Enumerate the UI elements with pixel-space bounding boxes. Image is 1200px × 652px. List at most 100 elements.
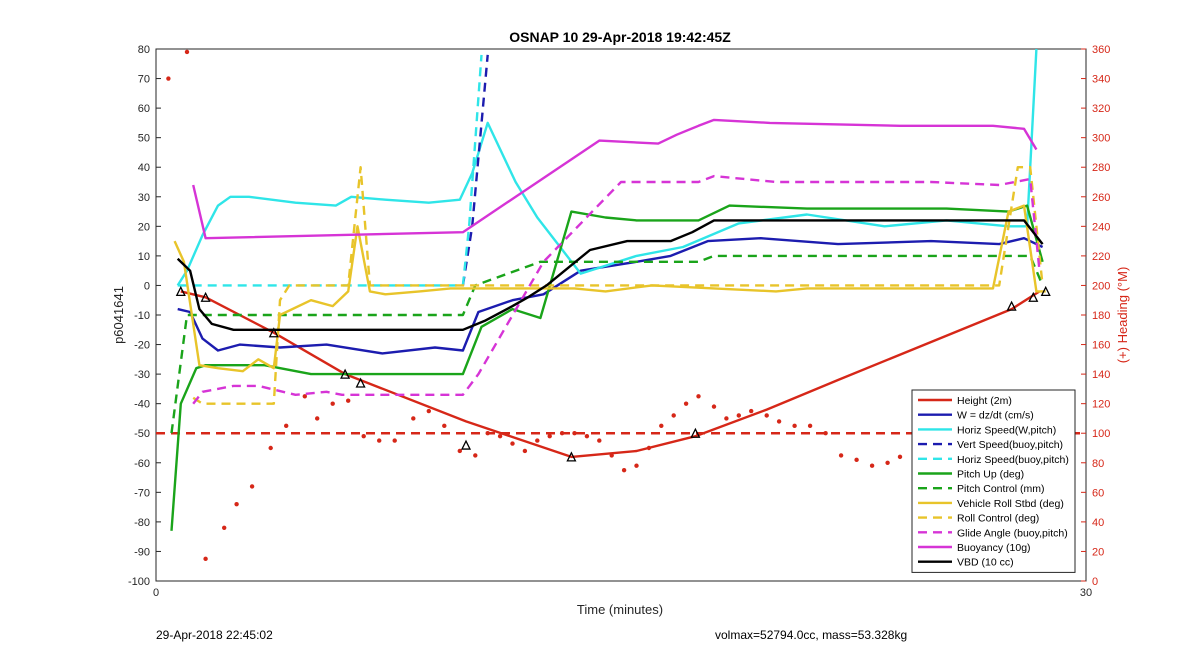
y2-tick-label: 80	[1092, 458, 1104, 470]
y-tick-label: 0	[144, 280, 150, 292]
y2-tick-label: 360	[1092, 44, 1110, 56]
series-group	[156, 49, 1086, 562]
y2-tick-label: 340	[1092, 74, 1110, 86]
heading-point	[584, 433, 590, 439]
heading-point	[559, 431, 565, 436]
y-tick-label: -90	[134, 546, 150, 558]
y-tick-label: -40	[134, 399, 150, 411]
height-marker	[460, 439, 472, 450]
y-tick-label: -60	[134, 458, 150, 470]
y-tick-label: 30	[138, 192, 150, 204]
legend-entry: Buoyancy (10g)	[957, 542, 1031, 554]
heading-point	[897, 454, 903, 460]
heading-point	[776, 419, 782, 424]
y-tick-label: 70	[138, 74, 150, 86]
y-tick-label: -80	[134, 517, 150, 529]
y2-tick-label: 60	[1092, 487, 1104, 499]
y2-tick-label: 120	[1092, 399, 1110, 411]
x-axis-label: Time (minutes)	[577, 602, 663, 617]
heading-point	[268, 445, 273, 451]
heading-point	[792, 423, 797, 429]
heading-point	[485, 431, 490, 436]
heading-point	[249, 484, 255, 489]
heading-point	[166, 76, 171, 81]
height-marker	[566, 451, 577, 462]
heading-point	[346, 398, 351, 403]
y-tick-label: -50	[134, 428, 150, 440]
heading-point	[764, 413, 769, 418]
heading-point	[807, 423, 813, 429]
plot-area: -100-90-80-70-60-50-40-30-20-10010203040…	[128, 44, 1110, 599]
legend-entry: W = dz/dt (cm/s)	[957, 410, 1034, 422]
series-line-glide-angle-buoy-pitch	[192, 174, 1041, 405]
y-axis-label: p6041641	[111, 286, 126, 344]
y2-tick-label: 20	[1092, 546, 1104, 558]
series-line-vehicle-roll-stbd-deg	[173, 204, 1046, 373]
height-marker	[1028, 291, 1039, 302]
series-line-vbd-10-cc	[176, 219, 1044, 331]
legend-box	[911, 389, 1076, 573]
y-tick-label: 50	[138, 133, 150, 145]
heading-point	[535, 438, 540, 443]
series-line-w-dz-dt-cm-s	[177, 236, 1044, 355]
heading-point	[361, 433, 366, 439]
y-tick-label: -30	[134, 369, 150, 381]
legend-entry: Vehicle Roll Stbd (deg)	[957, 498, 1064, 510]
y2-tick-label: 220	[1092, 251, 1110, 263]
y2-tick-label: 280	[1092, 162, 1110, 174]
height-marker	[355, 377, 366, 388]
legend-entry: Glide Angle (buoy,pitch)	[957, 527, 1068, 539]
heading-point	[315, 416, 320, 421]
y-tick-label: -20	[134, 340, 150, 352]
heading-point	[683, 401, 689, 406]
heading-point	[330, 401, 335, 406]
heading-point	[234, 501, 239, 507]
footer-timestamp: 29-Apr-2018 22:45:02	[156, 628, 273, 642]
heading-point	[284, 423, 289, 429]
y2-tick-label: 160	[1092, 340, 1110, 352]
heading-point	[696, 394, 701, 399]
heading-point	[736, 413, 741, 418]
y2-axis-label: (+) Heading (°M)	[1115, 267, 1130, 364]
heading-point	[473, 453, 478, 458]
heading-point	[671, 413, 676, 418]
y-tick-label: 10	[138, 251, 150, 263]
heading-point	[854, 457, 859, 463]
heading-point	[572, 431, 577, 436]
y-tick-label: 80	[138, 44, 150, 56]
y-tick-label: -10	[134, 310, 150, 322]
y-tick-label: 60	[138, 103, 150, 115]
y2-tick-label: 0	[1092, 576, 1098, 588]
height-marker	[1040, 285, 1051, 297]
x-tick-label: 0	[153, 587, 159, 599]
height-marker	[690, 427, 701, 438]
height-marker	[340, 368, 351, 379]
heading-point	[184, 49, 190, 55]
legend-entry: Height (2m)	[957, 395, 1012, 407]
heading-point	[597, 438, 602, 443]
heading-point	[659, 423, 664, 429]
height-marker	[268, 327, 279, 338]
heading-point	[442, 423, 447, 429]
heading-point	[522, 448, 528, 454]
footer-volmax-mass: volmax=52794.0cc, mass=53.328kg	[715, 628, 908, 642]
height-marker	[200, 291, 211, 302]
heading-point	[869, 463, 875, 468]
series-line-horiz-speed-buoy-pitch	[177, 54, 483, 287]
y2-tick-label: 100	[1092, 428, 1110, 440]
legend: Height (2m) W = dz/dt (cm/s) Horiz Speed(W…	[911, 389, 1076, 573]
y2-tick-label: 320	[1092, 103, 1110, 115]
heading-point	[411, 416, 416, 421]
legend-entry: Horiz Speed(buoy,pitch)	[957, 454, 1069, 466]
heading-point	[547, 433, 552, 439]
heading-point	[426, 408, 431, 414]
y2-tick-label: 180	[1092, 310, 1110, 322]
legend-entry: Roll Control (deg)	[957, 513, 1039, 525]
y-tick-label: -70	[134, 487, 150, 499]
heading-point	[222, 525, 227, 530]
height-marker	[1006, 300, 1017, 311]
series-line-buoyancy-10g	[192, 118, 1038, 240]
y2-tick-label: 260	[1092, 192, 1110, 204]
legend-entry: Pitch Control (mm)	[957, 483, 1045, 495]
series-line-roll-control-deg	[192, 165, 1044, 405]
